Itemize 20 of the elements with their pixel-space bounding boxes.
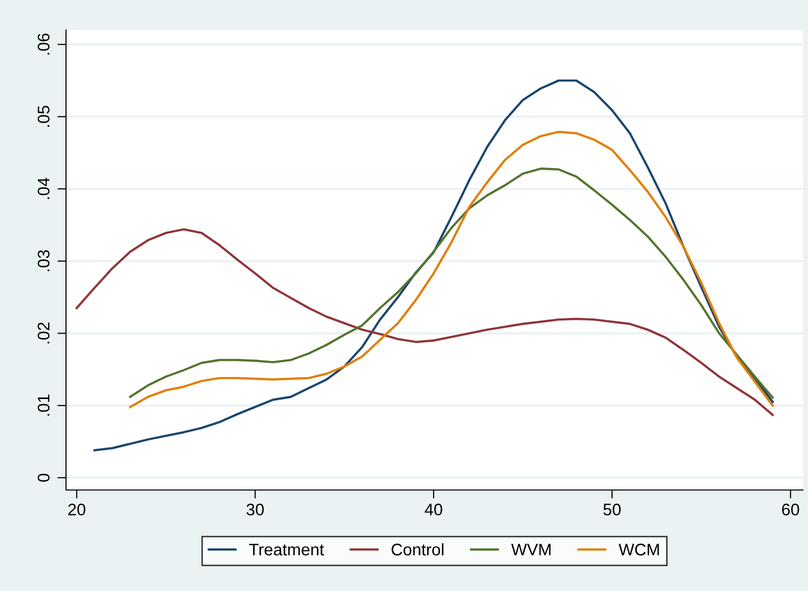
line-series — [129, 130, 774, 408]
y-tick-label: .04 — [38, 178, 50, 199]
y-tick-label: .03 — [38, 250, 50, 272]
x-tick-label: 50 — [603, 504, 621, 516]
x-tick-label: 40 — [424, 504, 442, 516]
legend-label: WCM — [618, 544, 659, 556]
y-tick-label: .06 — [38, 34, 50, 55]
line-series — [93, 79, 774, 452]
y-tick-label: 0 — [38, 474, 50, 482]
legend-label: WVM — [511, 544, 551, 556]
x-tick-label: 30 — [246, 504, 264, 516]
x-tick-label: 60 — [782, 504, 800, 516]
y-tick-label: .02 — [38, 322, 50, 344]
x-tick-label: 20 — [68, 504, 86, 516]
legend-label: Control — [392, 543, 444, 556]
y-tick-label: .05 — [38, 106, 50, 127]
y-tick-label: .01 — [38, 394, 50, 416]
line-series — [76, 228, 774, 416]
legend-label: Treatment — [249, 544, 324, 556]
line-series — [129, 168, 774, 399]
